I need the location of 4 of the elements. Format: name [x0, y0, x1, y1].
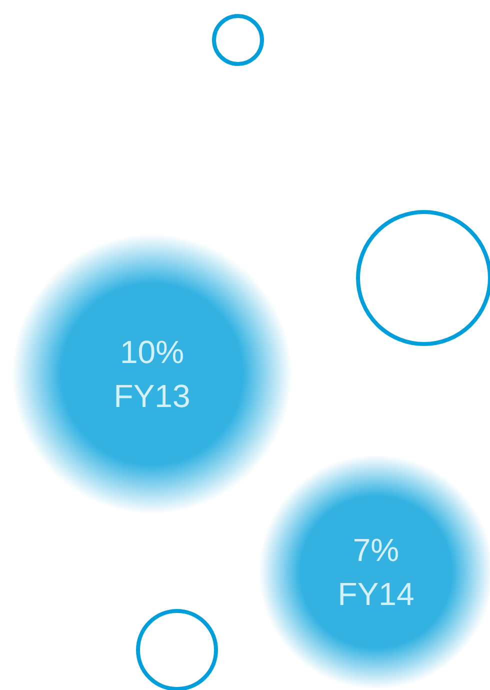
category-label: FY13 [114, 378, 190, 414]
category-label: FY14 [338, 576, 414, 612]
data-label: 7% [352, 532, 400, 568]
data-label: 10% [120, 334, 184, 370]
